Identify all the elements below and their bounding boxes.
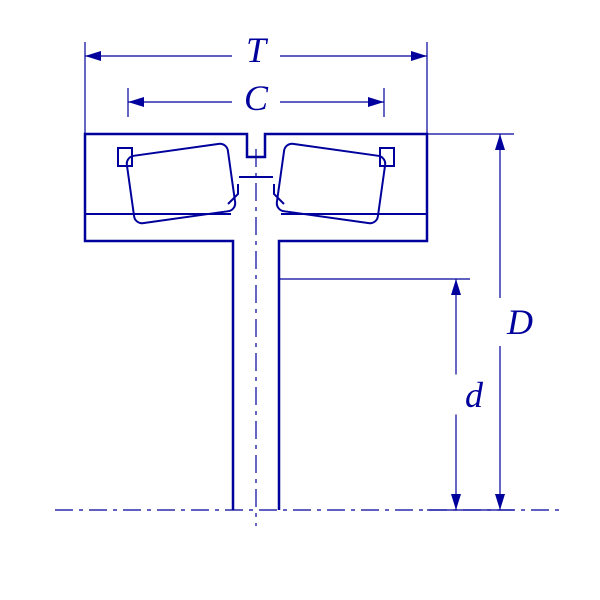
dim-label-T: T	[246, 32, 266, 68]
dim-label-C: C	[244, 80, 268, 116]
dim-label-D: D	[507, 304, 533, 340]
diagram-svg	[0, 0, 600, 600]
bearing-diagram: T C D d	[0, 0, 600, 600]
dim-label-d: d	[465, 377, 483, 413]
